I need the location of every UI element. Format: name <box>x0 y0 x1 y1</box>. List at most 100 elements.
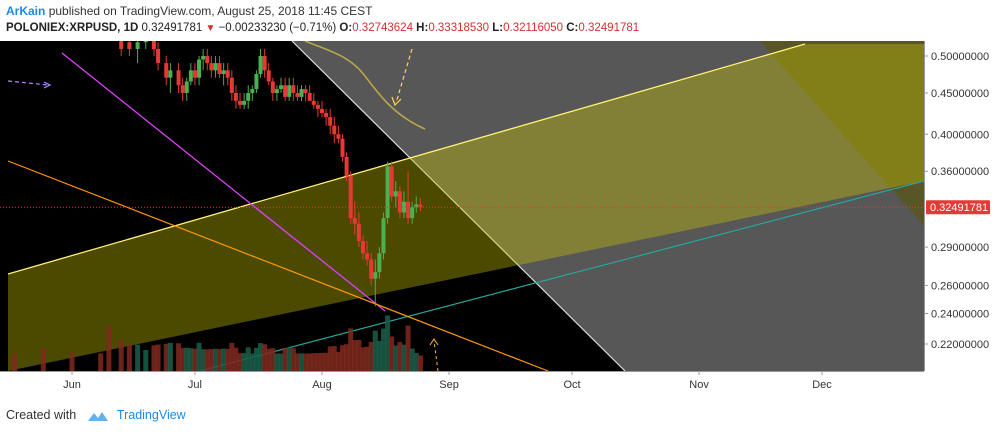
volume-bar <box>249 353 255 371</box>
candle-body <box>328 117 333 126</box>
volume-bar <box>307 353 313 371</box>
volume-bar <box>286 347 292 371</box>
close-value: 0.32491781 <box>578 22 640 34</box>
candle-body <box>352 218 357 224</box>
candle <box>176 63 181 93</box>
volume-bar <box>344 344 350 371</box>
volume-bar <box>233 347 239 371</box>
volume-bar <box>278 353 284 371</box>
candle <box>217 56 222 78</box>
last-price-box <box>926 200 990 215</box>
price-tick-label: 0.50000000 <box>931 51 989 63</box>
candle-body <box>307 92 312 101</box>
candle-body <box>250 89 255 93</box>
candle <box>135 41 140 64</box>
volume-bar <box>376 340 382 371</box>
price-chart[interactable]: 0.50000000 0.45000000 0.40000000 0.36000000… <box>0 41 1001 399</box>
candle-body <box>324 113 329 118</box>
volume-bar <box>126 345 132 371</box>
candle-body <box>213 63 218 71</box>
price-change: −0.00233230 (−0.71%) <box>218 22 337 34</box>
volume-bar <box>98 353 104 371</box>
time-tick-label: Dec <box>812 379 832 391</box>
price-tick-label: 0.24000000 <box>931 308 989 320</box>
orange-trend-line <box>7 160 549 372</box>
candle <box>119 41 124 56</box>
candle-body <box>192 70 197 78</box>
candle <box>414 196 419 213</box>
candle-body <box>156 49 161 64</box>
candle-body <box>389 166 394 197</box>
volume-bar <box>192 348 198 371</box>
volume-bar <box>274 353 280 371</box>
last-price-tag-label: 0.32491781 <box>930 202 988 214</box>
last-price: 0.32491781 <box>141 22 203 34</box>
candle-body <box>303 89 308 93</box>
volume-bar <box>401 344 407 371</box>
candle-body <box>254 73 259 90</box>
volume-bar <box>204 349 210 371</box>
candlestick-series <box>119 41 423 307</box>
candle <box>262 49 267 78</box>
candle-body <box>410 207 415 219</box>
candle-body <box>397 191 402 213</box>
volume-bar <box>290 348 296 371</box>
candle <box>168 63 173 93</box>
candle-body <box>299 89 304 97</box>
candle-body <box>127 42 132 50</box>
open-label: O: <box>339 22 353 34</box>
high-value: 0.33318530 <box>428 22 490 34</box>
candle-body <box>279 85 284 90</box>
candle <box>377 247 382 279</box>
candle <box>340 134 345 162</box>
candle-body <box>266 70 271 82</box>
candle-body <box>360 241 365 254</box>
volume-bar <box>413 353 419 371</box>
candle <box>320 100 324 118</box>
low-value: 0.32116050 <box>503 22 564 34</box>
candle-body <box>262 56 267 71</box>
candle-body <box>356 223 361 242</box>
volume-bar <box>315 353 321 371</box>
candle-body <box>365 253 370 260</box>
candle-body <box>221 70 226 74</box>
close-label: C: <box>566 22 579 34</box>
candle <box>180 77 185 101</box>
candle-body <box>393 191 398 197</box>
volume-bar <box>405 325 411 371</box>
candle-body <box>369 259 374 279</box>
channel-bottom-line <box>199 180 925 372</box>
volume-bar <box>253 347 259 371</box>
dashed-arrow-top <box>395 48 413 104</box>
tradingview-link[interactable]: TradingView <box>116 408 186 422</box>
time-tick-label: Oct <box>563 379 580 391</box>
candle <box>250 85 255 101</box>
volume-bar <box>331 345 337 371</box>
candle-body <box>151 41 156 50</box>
volume-bar <box>200 349 206 371</box>
low-label: L: <box>492 22 504 34</box>
symbol-label[interactable]: POLONIEX:XRPUSD, 1D <box>6 22 139 34</box>
volume-bar <box>348 328 354 371</box>
volume-bar <box>368 341 374 371</box>
candle-body <box>418 204 423 208</box>
candle <box>332 117 337 144</box>
volume-bar <box>143 350 149 371</box>
candle <box>233 85 238 109</box>
volume-bar <box>270 348 276 371</box>
volume-bar <box>385 315 391 371</box>
candle <box>295 85 300 101</box>
volume-bar <box>217 349 223 371</box>
candle <box>184 77 189 101</box>
volume-bar <box>303 353 309 371</box>
volume-bar <box>372 330 378 371</box>
candle-body <box>225 70 230 78</box>
candle <box>393 181 398 208</box>
candle <box>221 63 226 86</box>
candle <box>213 56 218 78</box>
time-axis[interactable] <box>0 371 1001 397</box>
author-link[interactable]: ArKain <box>6 4 46 18</box>
volume-bar <box>135 344 141 371</box>
candle <box>201 49 206 71</box>
candle <box>192 63 197 86</box>
